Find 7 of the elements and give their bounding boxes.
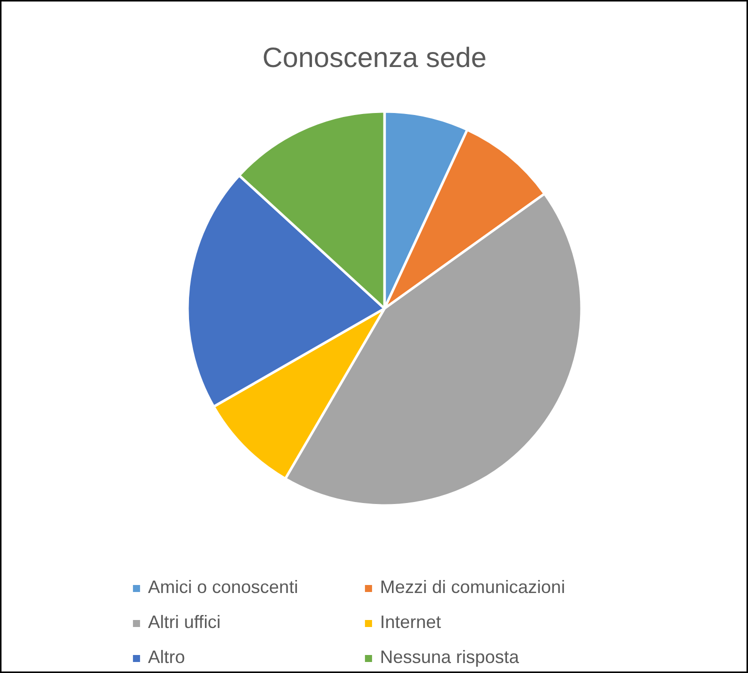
legend-label: Mezzi di comunicazioni [380, 577, 566, 598]
legend-label: Internet [380, 612, 442, 633]
legend-label: Altri uffici [148, 612, 222, 633]
chart-title: Conoscenza sede [262, 42, 487, 73]
legend-label: Amici o conoscenti [148, 577, 300, 598]
legend-label: Altro [148, 647, 186, 668]
legend-label: Nessuna risposta [380, 647, 520, 668]
